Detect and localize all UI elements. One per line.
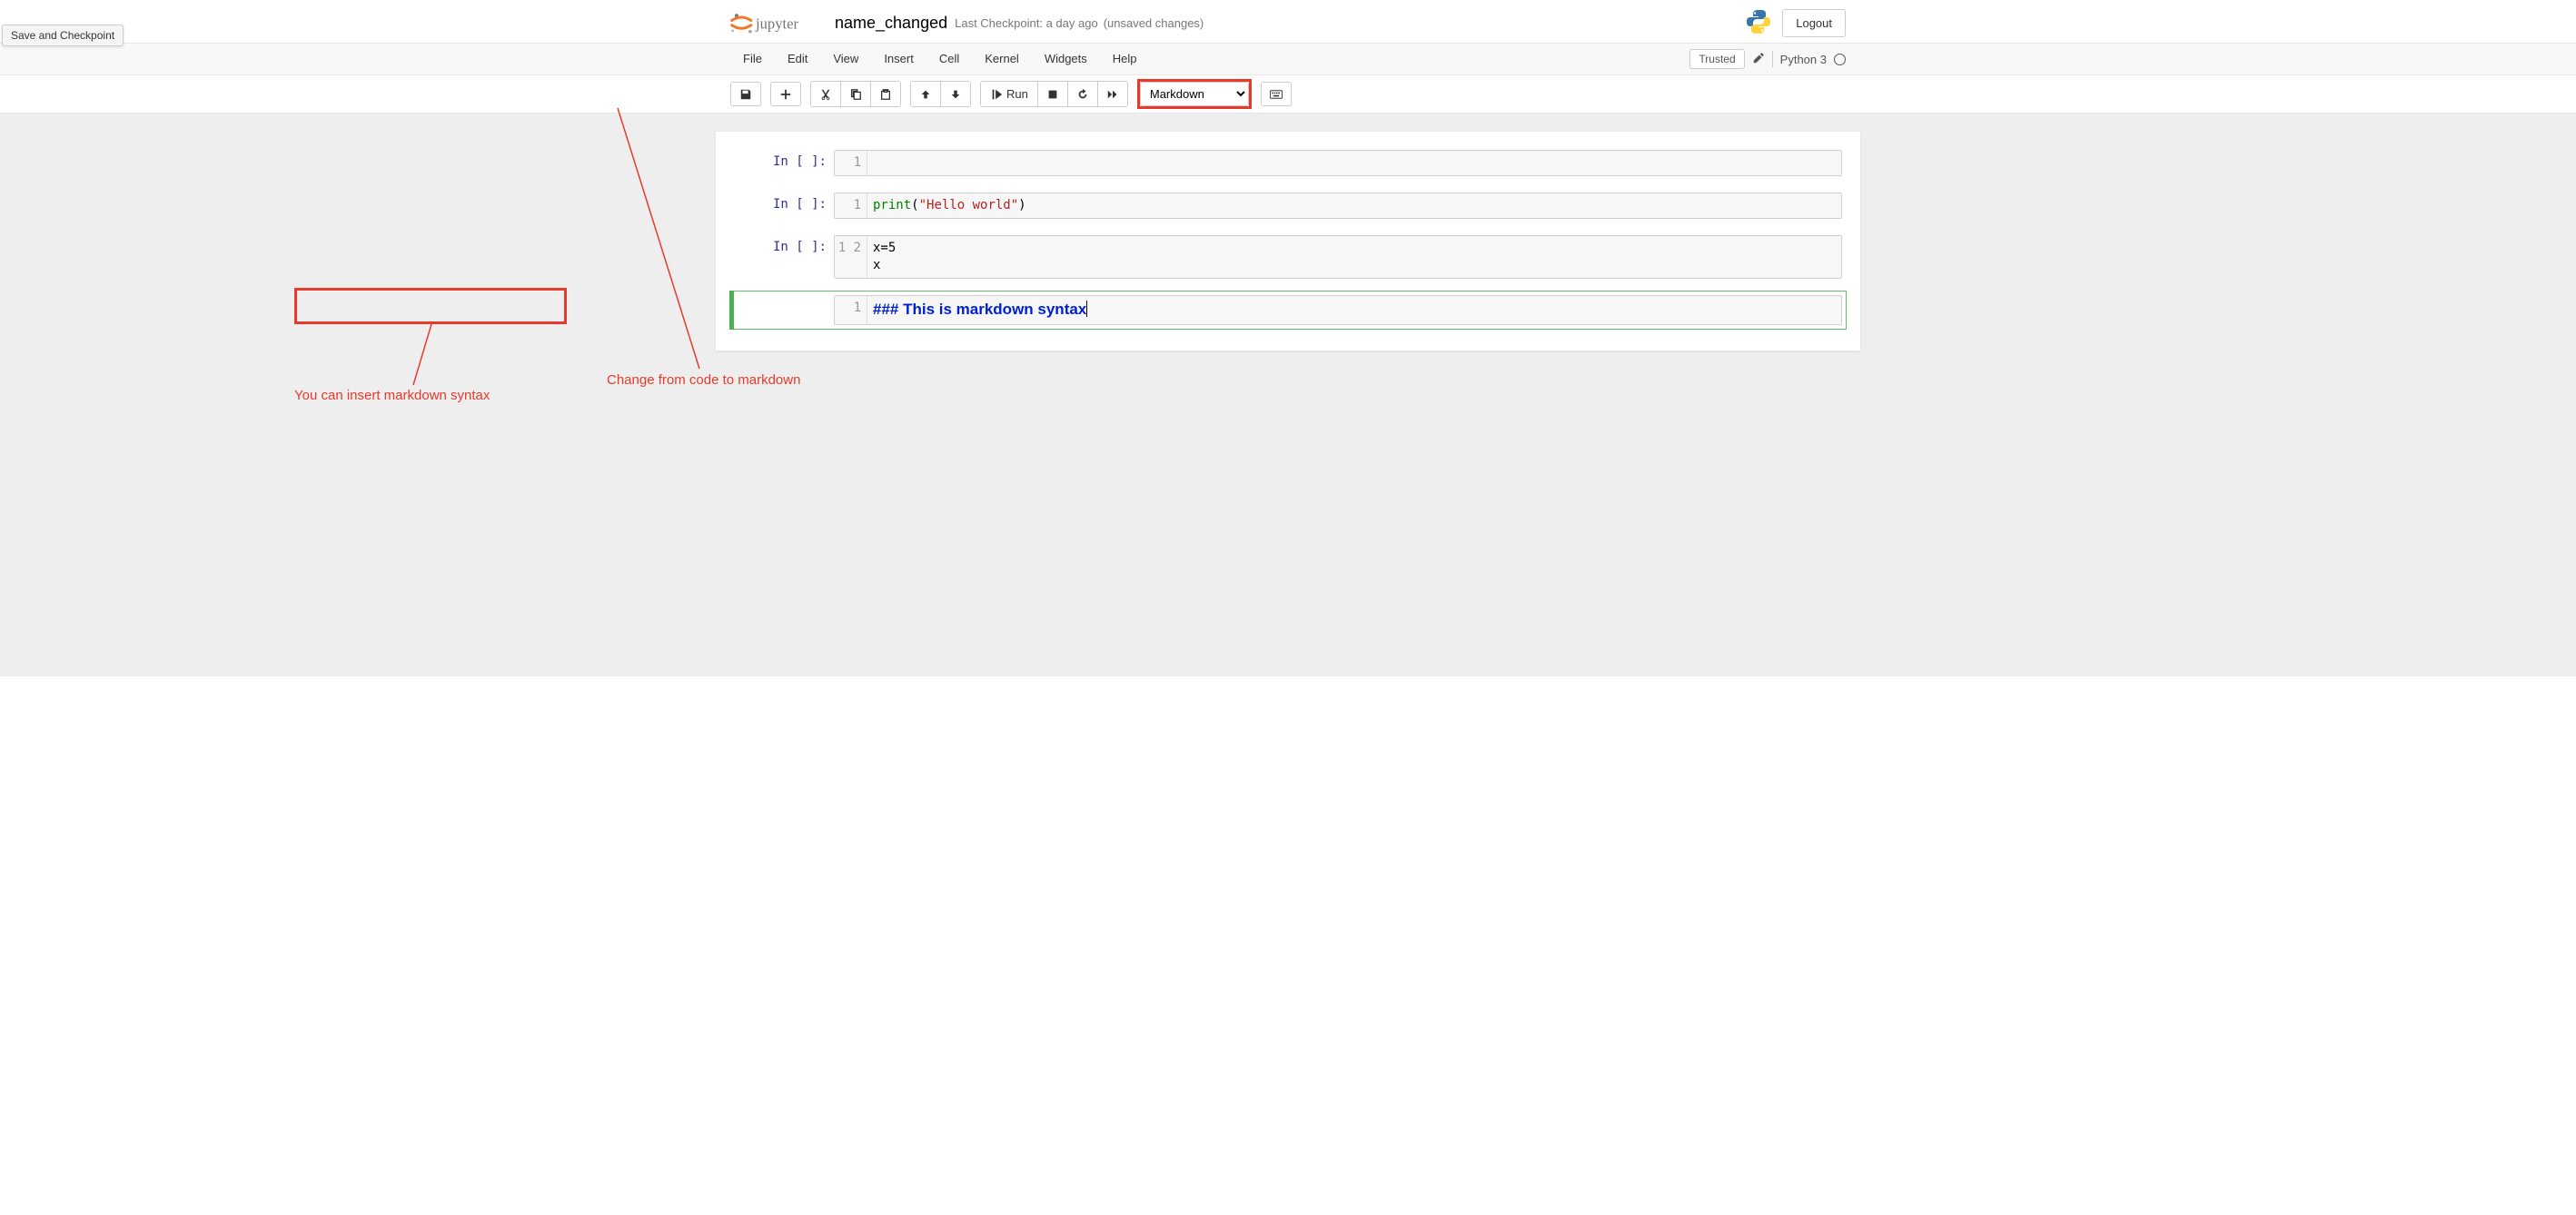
move-up-button[interactable]: [911, 82, 941, 106]
cell-prompt: In [ ]:: [734, 193, 834, 219]
line-gutter: 1 2: [835, 236, 867, 278]
cut-button[interactable]: [811, 82, 841, 106]
plus-icon: [779, 88, 792, 101]
cell-input-area[interactable]: 1### This is markdown syntax: [834, 295, 1842, 325]
annotation-right: Change from code to markdown: [607, 372, 800, 388]
restart-run-all-button[interactable]: [1098, 82, 1127, 106]
paste-button[interactable]: [871, 82, 900, 106]
line-gutter: 1: [835, 193, 867, 218]
python-logo-icon: [1744, 7, 1773, 39]
menu-help[interactable]: Help: [1100, 44, 1150, 74]
keyboard-icon: [1270, 88, 1283, 101]
menu-kernel[interactable]: Kernel: [972, 44, 1032, 74]
line-gutter: 1: [835, 151, 867, 175]
stop-icon: [1046, 88, 1059, 101]
checkpoint-status: Last Checkpoint: a day ago: [955, 16, 1098, 30]
cell-prompt: [734, 295, 834, 325]
kernel-name[interactable]: Python 3: [1780, 53, 1827, 66]
annotation-left: You can insert markdown syntax: [294, 388, 490, 403]
edit-icon[interactable]: [1752, 52, 1765, 67]
divider: [1772, 51, 1773, 67]
command-palette-button[interactable]: [1261, 82, 1292, 106]
line-gutter: 1: [835, 296, 867, 324]
cell-prompt: In [ ]:: [734, 235, 834, 279]
run-icon: [990, 88, 1003, 101]
run-button[interactable]: Run: [981, 82, 1038, 106]
cut-icon: [819, 88, 832, 101]
cell-input-area[interactable]: 1print("Hello world"): [834, 193, 1842, 219]
code-content[interactable]: [867, 151, 1841, 175]
paste-icon: [879, 88, 892, 101]
menu-insert[interactable]: Insert: [871, 44, 926, 74]
save-icon: [739, 88, 752, 101]
code-cell[interactable]: In [ ]:1: [729, 145, 1847, 181]
arrow-down-icon: [949, 88, 962, 101]
trusted-button[interactable]: Trusted: [1689, 49, 1744, 69]
logout-button[interactable]: Logout: [1782, 9, 1846, 37]
svg-text:jupyter: jupyter: [755, 15, 799, 32]
menu-widgets[interactable]: Widgets: [1032, 44, 1100, 74]
move-down-button[interactable]: [941, 82, 970, 106]
cell-input-area[interactable]: 1: [834, 150, 1842, 176]
save-checkpoint-tooltip: Save and Checkpoint: [2, 25, 124, 46]
code-cell[interactable]: In [ ]:1 2x=5 x: [729, 231, 1847, 283]
text-cursor: [1086, 301, 1087, 317]
notebook-name[interactable]: name_changed: [835, 14, 947, 33]
copy-icon: [849, 88, 862, 101]
restart-icon: [1076, 88, 1089, 101]
cell-type-highlight: CodeMarkdownRaw NBConvertHeading: [1137, 79, 1252, 109]
cell-type-select[interactable]: CodeMarkdownRaw NBConvertHeading: [1140, 82, 1249, 106]
unsaved-indicator: (unsaved changes): [1104, 16, 1204, 30]
jupyter-logo[interactable]: jupyter: [730, 11, 826, 36]
markdown-content[interactable]: ### This is markdown syntax: [867, 296, 1841, 324]
cell-prompt: In [ ]:: [734, 150, 834, 176]
cell-input-area[interactable]: 1 2x=5 x: [834, 235, 1842, 279]
menu-edit[interactable]: Edit: [775, 44, 820, 74]
kernel-status-icon: [1834, 54, 1846, 65]
copy-button[interactable]: [841, 82, 871, 106]
restart-button[interactable]: [1068, 82, 1098, 106]
markdown-cell[interactable]: 1### This is markdown syntax: [729, 291, 1847, 330]
code-cell[interactable]: In [ ]:1print("Hello world"): [729, 188, 1847, 223]
menu-view[interactable]: View: [820, 44, 871, 74]
save-button[interactable]: [730, 82, 761, 106]
fast-forward-icon: [1106, 88, 1119, 101]
code-content[interactable]: print("Hello world"): [867, 193, 1841, 218]
interrupt-button[interactable]: [1038, 82, 1068, 106]
menu-file[interactable]: File: [730, 44, 775, 74]
add-cell-button[interactable]: [770, 82, 801, 106]
arrow-up-icon: [919, 88, 932, 101]
menu-cell[interactable]: Cell: [926, 44, 972, 74]
code-content[interactable]: x=5 x: [867, 236, 1841, 278]
